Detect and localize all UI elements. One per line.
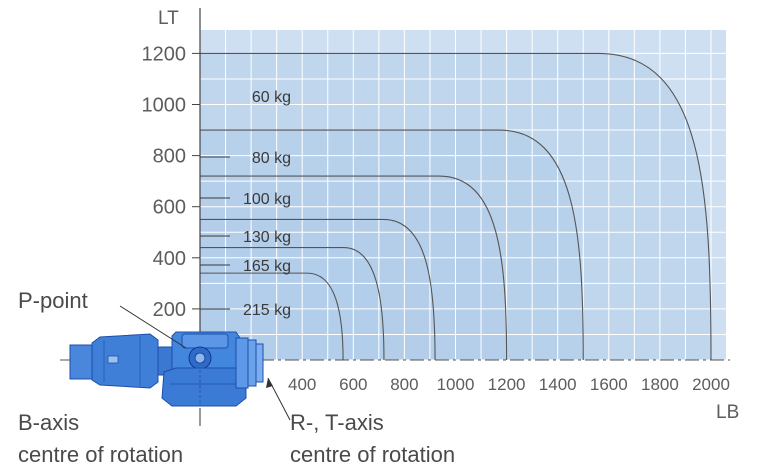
x-tick-label: 1800: [641, 375, 679, 394]
y-tick-label: 600: [153, 197, 186, 219]
envelope-outline: [200, 247, 385, 361]
x-tick-label: 1200: [488, 375, 526, 394]
x-tick-label: 1600: [590, 375, 628, 394]
front-flange-1: [235, 337, 249, 389]
rt-axis-arrowhead: [266, 378, 273, 388]
lower-housing: [161, 367, 247, 407]
envelope-outline: [200, 175, 508, 361]
x-ticks: 400 600 800 1000 1200 1400 1600 1800 2000: [288, 375, 730, 394]
x-tick-label: 800: [390, 375, 418, 394]
y-axis-title: LT: [158, 8, 179, 29]
front-flange-3: [255, 343, 264, 383]
x-tick-label: 1400: [539, 375, 577, 394]
x-tick-label: 1000: [437, 375, 475, 394]
motor-connector: [107, 355, 119, 364]
rt-axis-label: R-, T-axis: [290, 410, 384, 435]
y-tick-label: 400: [153, 248, 186, 270]
gear-hub-inner: [194, 352, 206, 364]
load-label: 130 kg: [243, 229, 291, 246]
front-flange-2: [247, 339, 257, 387]
load-label: 60 kg: [252, 89, 291, 106]
envelope-outlines: [200, 52, 712, 361]
x-axis-title: LB: [716, 402, 739, 423]
load-label: 215 kg: [243, 302, 291, 319]
x-tick-label: 400: [288, 375, 316, 394]
wrist-drawing: [69, 331, 264, 407]
p-point-label: P-point: [18, 288, 88, 313]
x-tick-label: 2000: [692, 375, 730, 394]
load-label: 165 kg: [243, 258, 291, 275]
x-tick-label: 600: [339, 375, 367, 394]
load-label: 80 kg: [252, 150, 291, 167]
load-label: 100 kg: [243, 191, 291, 208]
b-axis-label: B-axis: [18, 410, 79, 435]
envelope-outline: [200, 272, 344, 361]
b-axis-label-2: centre of rotation: [18, 442, 183, 467]
y-tick-label: 1200: [142, 43, 187, 65]
y-ticks: 1200 1000 800 600 400 200: [142, 43, 200, 321]
motor-flange: [69, 344, 93, 380]
load-labels: 60 kg 80 kg 100 kg 130 kg 165 kg 215 kg: [200, 89, 291, 319]
rt-axis-label-2: centre of rotation: [290, 442, 455, 467]
p-point-leader: [119, 305, 187, 349]
y-tick-label: 800: [153, 146, 186, 168]
motor-body: [91, 333, 159, 389]
upper-gear: [181, 333, 229, 349]
y-tick-label: 1000: [142, 95, 187, 117]
y-tick-label: 200: [153, 299, 186, 321]
envelope-outline: [200, 52, 712, 361]
envelope-outline: [200, 218, 436, 361]
envelope-outline: [200, 129, 584, 361]
